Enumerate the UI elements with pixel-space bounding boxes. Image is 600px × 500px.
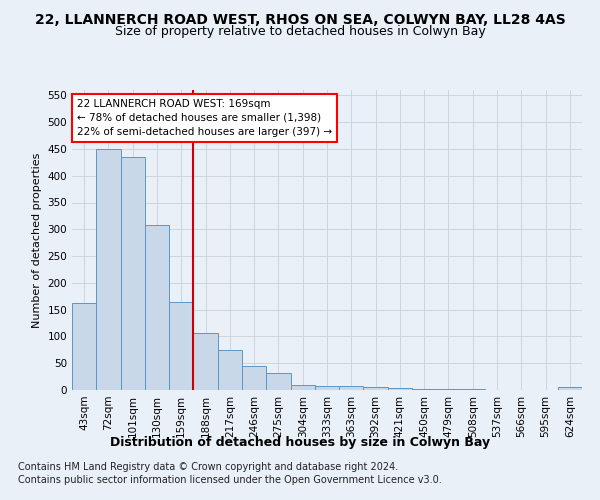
Bar (96, 149, 121, 390)
Bar (242, 366, 266, 390)
Bar (121, 157, 145, 390)
Text: Size of property relative to detached houses in Colwyn Bay: Size of property relative to detached ho… (115, 25, 485, 38)
Bar (218, 350, 242, 390)
Text: Distribution of detached houses by size in Colwyn Bay: Distribution of detached houses by size … (110, 436, 490, 449)
Bar (558, 388, 582, 390)
Bar (72, 302, 96, 390)
Bar (339, 386, 364, 390)
Bar (266, 373, 290, 390)
Bar (364, 388, 388, 390)
Bar (315, 386, 339, 390)
Bar (169, 302, 193, 390)
Text: 22 LLANNERCH ROAD WEST: 169sqm
← 78% of detached houses are smaller (1,398)
22% : 22 LLANNERCH ROAD WEST: 169sqm ← 78% of … (77, 99, 332, 137)
Bar (388, 388, 412, 390)
Bar (193, 333, 218, 390)
Bar (290, 384, 315, 390)
Text: Contains HM Land Registry data © Crown copyright and database right 2024.: Contains HM Land Registry data © Crown c… (18, 462, 398, 472)
Text: Contains public sector information licensed under the Open Government Licence v3: Contains public sector information licen… (18, 475, 442, 485)
Y-axis label: Number of detached properties: Number of detached properties (32, 152, 42, 328)
Text: 22, LLANNERCH ROAD WEST, RHOS ON SEA, COLWYN BAY, LL28 4AS: 22, LLANNERCH ROAD WEST, RHOS ON SEA, CO… (35, 12, 565, 26)
Bar (145, 225, 169, 390)
